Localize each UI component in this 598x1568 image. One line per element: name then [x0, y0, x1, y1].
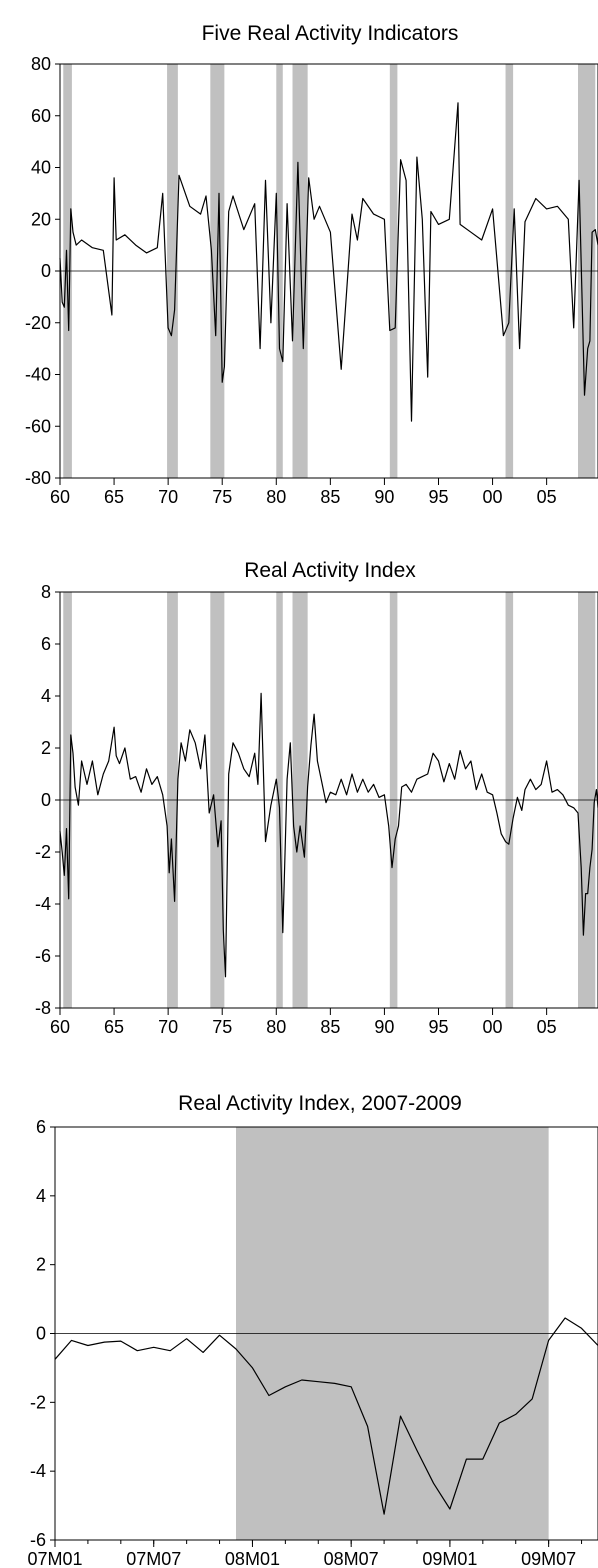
panel-3-x-tick-label: 09M01: [422, 1549, 477, 1568]
panel-3-y-tick-label: 4: [36, 1186, 46, 1206]
panel-2-y-tick-label: 2: [41, 738, 51, 758]
panel-2-x-tick-label: 65: [104, 1017, 124, 1037]
panel-2-y-tick-label: 4: [41, 686, 51, 706]
panel-2-x-tick-label: 05: [537, 1017, 557, 1037]
panel-1-x-tick-label: 75: [212, 487, 232, 507]
panel-3-series-line-1: [54, 1317, 598, 1515]
panel-1-y-tick-label: -80: [25, 468, 51, 488]
panel-3: Real Activity Index, 2007-2009 -6 -4 -2 0 2 4…: [27, 1092, 598, 1568]
panel-1-y-tick-label: 40: [31, 158, 51, 178]
panel-2-y-tick-label: 0: [41, 790, 51, 810]
panel-2-series-line-1: [59, 692, 598, 978]
panel-2-x-tick-label: 00: [483, 1017, 503, 1037]
panel-1-y-tick-label: -20: [25, 313, 51, 333]
panel-2-y-tick-label: 8: [41, 582, 51, 602]
panel-1-y-tick-label: 0: [41, 261, 51, 281]
panel-2-x-tick-label: 85: [320, 1017, 340, 1037]
panel-1-y-tick-label: -60: [25, 416, 51, 436]
panel-1-x-tick-label: 80: [266, 487, 286, 507]
panel-3-y-tick-label: -4: [30, 1461, 46, 1481]
panel-1-plot-area: -80 -60 -40 -20 0 20 40 60 80 60 65 70 75 80 85 90 95 00 0…: [25, 54, 598, 507]
panel-1: Five Real Activity Indicators -80-60-40-…: [25, 22, 598, 507]
panel-3-plot-area: -6 -4 -2 0 2 4 6 07M01 07M07 08M01 08M07 09M01 09M07: [27, 1117, 598, 1568]
panel-2-y-tick-label: -4: [35, 894, 51, 914]
panel-2-plot-area: -8 -6 -4 -2 0 2 4 6 8 60 65 70 75 80 85 90 95 00 05: [35, 582, 598, 1037]
panel-3-y-tick-label: -6: [30, 1530, 46, 1550]
panel-1-title: Five Real Activity Indicators: [202, 22, 459, 45]
panel-1-x-tick-label: 00: [483, 487, 503, 507]
panel-3-x-tick-label: 09M07: [521, 1549, 576, 1568]
panel-2-x-tick-label: 60: [50, 1017, 70, 1037]
panel-2-y-tick-label: 6: [41, 634, 51, 654]
panel-1-x-tick-label: 95: [428, 487, 448, 507]
panel-3-title: Real Activity Index, 2007-2009: [178, 1092, 462, 1115]
panel-3-y-tick-label: 2: [36, 1255, 46, 1275]
panel-3-x-tick-label: 08M07: [324, 1549, 379, 1568]
panel-1-x-tick-label: 85: [320, 487, 340, 507]
panel-2-x-tick-label: 75: [212, 1017, 232, 1037]
panel-2: Real Activity Index -8 -6 -4 -2 0 2 4 6 8 60 65 70 7…: [35, 559, 598, 1037]
panel-2-y-tick-label: -2: [35, 842, 51, 862]
panel-2-x-tick-label: 90: [374, 1017, 394, 1037]
panel-1-y-tick-label: 80: [31, 54, 51, 74]
panel-2-y-tick-label: -6: [35, 946, 51, 966]
panel-3-y-tick-label: -2: [30, 1392, 46, 1412]
panel-1-x-tick-label: 70: [158, 487, 178, 507]
panel-2-x-tick-label: 95: [428, 1017, 448, 1037]
panel-1-y-tick-label: 20: [31, 209, 51, 229]
panel-2-x-tick-label: 70: [158, 1017, 178, 1037]
panel-1-x-tick-label: 05: [537, 487, 557, 507]
panel-3-y-tick-label: 6: [36, 1117, 46, 1137]
panel-2-y-tick-label: -8: [35, 998, 51, 1018]
panel-2-title: Real Activity Index: [244, 559, 416, 582]
panel-3-y-tick-label: 0: [36, 1324, 46, 1344]
panel-1-y-tick-label: 60: [31, 106, 51, 126]
panel-3-x-tick-label: 07M01: [27, 1549, 82, 1568]
panel-2-x-tick-label: 80: [266, 1017, 286, 1037]
panel-1-y-tick-label: -40: [25, 365, 51, 385]
panel-1-x-tick-label: 90: [374, 487, 394, 507]
panel-1-x-tick-label: 65: [104, 487, 124, 507]
panel-3-x-tick-label: 08M01: [225, 1549, 280, 1568]
panel-1-x-tick-label: 60: [50, 487, 70, 507]
panel-3-x-tick-label: 07M07: [126, 1549, 181, 1568]
panel-1-series-line-1: [59, 102, 598, 422]
